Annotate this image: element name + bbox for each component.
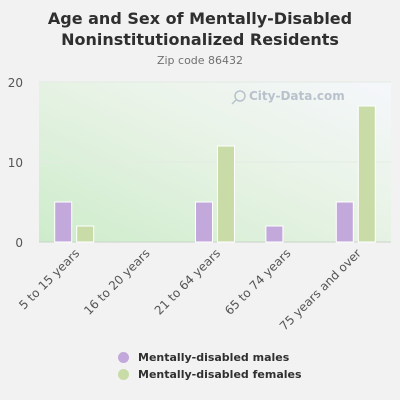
watermark-text: City-Data.com: [249, 89, 345, 103]
chart-subtitle: Zip code 86432: [156, 54, 244, 67]
y-tick-label: 20: [8, 76, 23, 90]
x-tick-label: 65 to 74 years: [222, 246, 293, 317]
chart-title: Age and Sex of Mentally-Disabled Noninst…: [0, 8, 400, 50]
bar-males-4: [335, 201, 354, 243]
y-tick-label: 0: [15, 236, 23, 250]
bar-males-3: [265, 225, 284, 243]
chart-title-line-2: Noninstitutionalized Residents: [61, 30, 339, 49]
x-tick-label: 21 to 64 years: [152, 246, 223, 317]
legend: Mentally-disabled males Mentally-disable…: [118, 349, 302, 383]
legend-swatch-males: [118, 352, 129, 363]
chart-title-line-1: Age and Sex of Mentally-Disabled: [47, 9, 353, 28]
legend-label-males: Mentally-disabled males: [138, 351, 290, 364]
legend-label-females: Mentally-disabled females: [138, 368, 302, 381]
legend-swatch-females: [118, 369, 129, 380]
legend-item-females: Mentally-disabled females: [118, 366, 302, 383]
x-tick-label: 16 to 20 years: [81, 246, 152, 317]
watermark: City-Data.com: [231, 89, 345, 105]
bar-females-0: [76, 225, 95, 243]
x-tick-label: 5 to 15 years: [16, 246, 82, 312]
bar-males-0: [54, 201, 73, 243]
bar-females-4: [357, 105, 376, 243]
watermark-search-icon: [234, 90, 246, 102]
bar-males-2: [195, 201, 213, 243]
y-tick-label: 10: [8, 156, 23, 170]
bar-females-2: [217, 145, 235, 243]
legend-item-males: Mentally-disabled males: [118, 349, 302, 366]
